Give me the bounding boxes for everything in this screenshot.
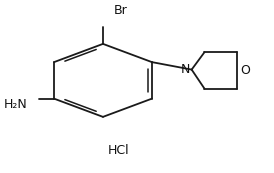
Text: N: N	[181, 63, 190, 76]
Text: O: O	[241, 64, 250, 77]
Text: H₂N: H₂N	[3, 98, 27, 111]
Text: Br: Br	[114, 3, 128, 16]
Text: HCl: HCl	[108, 144, 129, 157]
